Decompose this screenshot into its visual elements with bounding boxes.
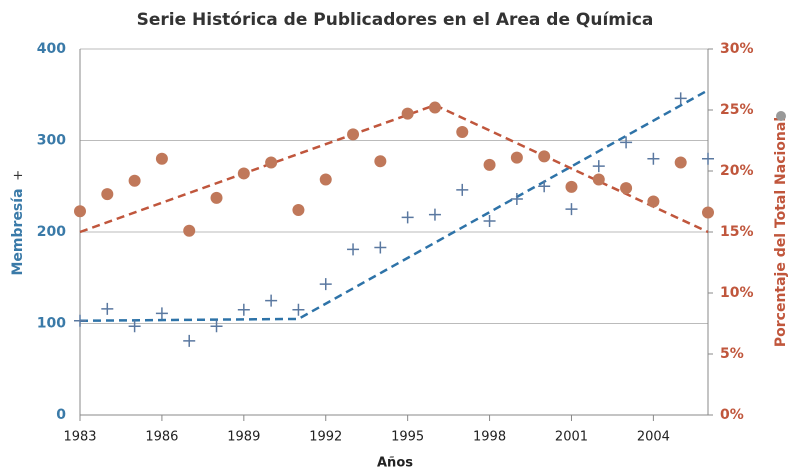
point xyxy=(647,152,660,165)
point xyxy=(510,151,523,164)
x-tick-label: 1995 xyxy=(391,430,424,445)
point xyxy=(183,224,196,237)
trend-line xyxy=(79,103,709,234)
point xyxy=(101,188,114,201)
y-tick-label: 200 xyxy=(37,224,66,240)
point xyxy=(620,182,633,195)
point xyxy=(456,125,469,138)
chart-title: Serie Histórica de Publicadores en el Ar… xyxy=(137,10,654,30)
point xyxy=(374,155,387,168)
point xyxy=(538,150,551,163)
y2-tick-label: 20% xyxy=(720,163,754,179)
point xyxy=(401,211,414,224)
y-axis-title: Membresía xyxy=(10,188,26,275)
y2-tick-label: 15% xyxy=(720,224,754,240)
legend-symbol xyxy=(776,111,786,121)
x-axis-title: Años xyxy=(377,456,413,471)
point xyxy=(702,152,714,165)
x-tick-label: 2001 xyxy=(555,430,588,445)
point xyxy=(183,334,196,347)
point xyxy=(319,173,332,186)
point xyxy=(428,101,441,114)
point xyxy=(565,180,578,193)
point xyxy=(74,314,86,327)
point xyxy=(319,278,332,291)
x-tick-label: 1983 xyxy=(63,430,96,445)
point xyxy=(428,208,441,221)
point xyxy=(401,107,414,120)
point xyxy=(538,180,551,193)
point xyxy=(702,206,714,219)
point xyxy=(510,193,523,206)
x-tick-label: 2004 xyxy=(637,430,670,445)
y2-tick-label: 0% xyxy=(720,407,744,423)
point xyxy=(647,195,660,208)
point xyxy=(565,203,578,216)
point xyxy=(483,158,496,171)
point xyxy=(265,156,278,169)
x-tick-label: 1989 xyxy=(227,430,260,445)
point xyxy=(155,152,168,165)
point xyxy=(237,167,250,180)
point xyxy=(292,204,305,217)
point xyxy=(128,174,141,187)
point xyxy=(347,128,360,141)
y2-tick-label: 10% xyxy=(720,285,754,301)
trend-line xyxy=(79,89,709,323)
point xyxy=(592,160,605,173)
point xyxy=(347,243,360,256)
legend-symbol: + xyxy=(13,169,24,184)
point xyxy=(592,173,605,186)
point xyxy=(456,183,469,196)
point xyxy=(210,320,223,333)
y2-tick-label: 25% xyxy=(720,102,754,118)
point xyxy=(483,215,496,228)
point xyxy=(292,303,305,316)
x-tick-label: 1992 xyxy=(309,430,342,445)
y-tick-label: 0 xyxy=(56,407,66,423)
y2-tick-label: 5% xyxy=(720,346,744,362)
point xyxy=(237,303,250,316)
y-tick-label: 300 xyxy=(37,133,66,149)
point xyxy=(265,294,278,307)
point xyxy=(674,156,687,169)
point xyxy=(374,241,387,254)
x-tick-label: 1986 xyxy=(145,430,178,445)
point xyxy=(620,136,633,149)
point xyxy=(74,205,86,218)
y-tick-label: 100 xyxy=(37,316,66,332)
point xyxy=(155,307,168,320)
point xyxy=(101,302,114,315)
point xyxy=(674,92,687,105)
y2-tick-label: 30% xyxy=(720,41,754,57)
point xyxy=(210,191,223,204)
y2-axis-title: Porcentaje del Total Nacional xyxy=(773,117,789,347)
x-tick-label: 1998 xyxy=(473,430,506,445)
y-tick-label: 400 xyxy=(37,41,66,57)
point xyxy=(128,320,141,333)
